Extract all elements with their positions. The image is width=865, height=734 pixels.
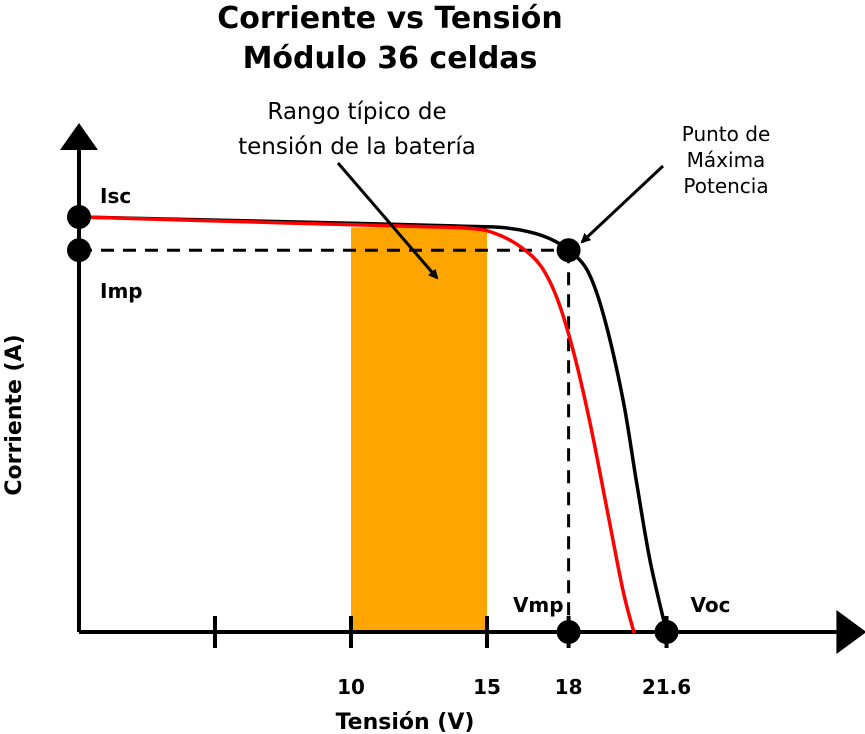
imp-label: Imp xyxy=(100,279,143,303)
chart-subtitle: Módulo 36 celdas xyxy=(243,41,538,76)
vmp-point xyxy=(556,620,581,644)
y-axis-arrow xyxy=(60,123,98,150)
voc-point xyxy=(654,620,679,644)
y-axis-title: Corriente (A) xyxy=(2,334,27,495)
x-tick-label: 10 xyxy=(337,675,365,699)
battery-voltage-band xyxy=(351,227,487,632)
x-axis-title: Tensión (V) xyxy=(336,710,475,734)
isc-label: Isc xyxy=(100,184,131,208)
iv-curve-red xyxy=(77,215,636,634)
x-tick-label: 21.6 xyxy=(642,675,691,699)
mpp-annotation-line2: Máxima xyxy=(687,148,766,172)
x-tick-label: 15 xyxy=(473,675,501,699)
battery-range-arrow xyxy=(336,162,439,280)
battery-range-annotation-line1: Rango típico de xyxy=(267,99,446,125)
mpp-arrow xyxy=(580,164,665,244)
x-axis-arrow xyxy=(836,610,865,654)
x-tick-label: 18 xyxy=(555,675,583,699)
max-power-point xyxy=(556,238,581,263)
mpp-annotation-line3: Potencia xyxy=(683,174,768,198)
vmp-label: Vmp xyxy=(513,593,564,617)
battery-range-annotation-line2: tensión de la batería xyxy=(238,134,476,160)
isc-point xyxy=(67,205,91,229)
voc-label: Voc xyxy=(691,593,731,617)
imp-point xyxy=(67,238,91,263)
mpp-annotation-line1: Punto de xyxy=(682,122,771,146)
chart-title: Corriente vs Tensión xyxy=(217,1,562,36)
